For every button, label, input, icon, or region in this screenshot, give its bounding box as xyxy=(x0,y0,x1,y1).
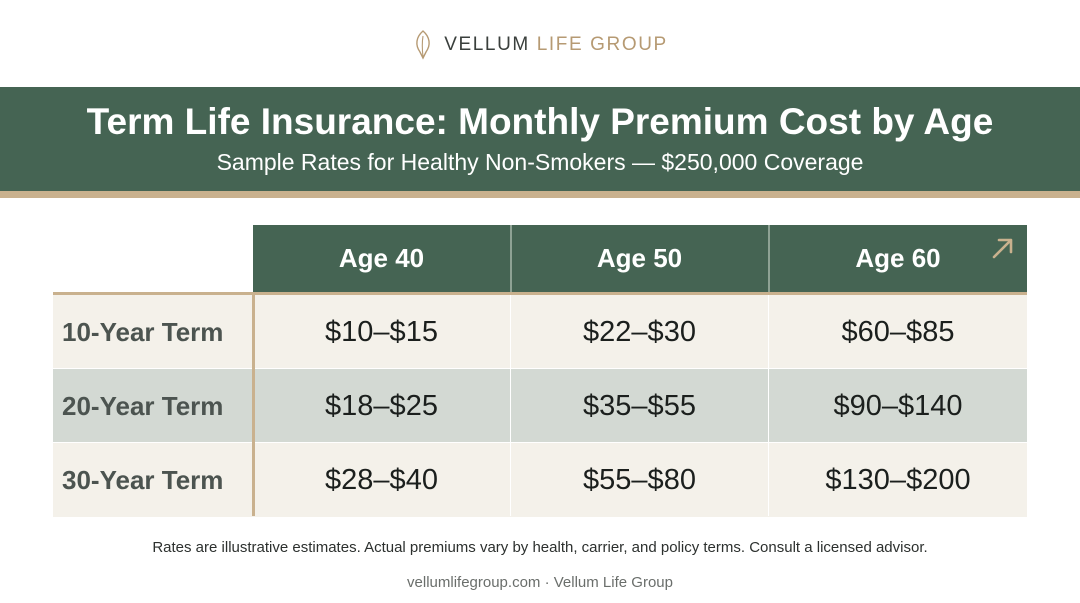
column-header-divider xyxy=(768,225,770,292)
arrow-up-right-icon xyxy=(992,238,1013,259)
leaf-icon xyxy=(416,30,430,60)
brand-name-secondary: LIFE GROUP xyxy=(536,33,668,55)
header-accent-rule xyxy=(53,292,1027,295)
title-band xyxy=(0,87,1080,191)
rate-cell: $130–$200 xyxy=(825,463,971,496)
title-band-accent-rule xyxy=(0,191,1080,198)
rate-cell: $35–$55 xyxy=(583,389,696,422)
table-row-20-year: 20-Year Term $18–$25 $35–$55 $90–$140 xyxy=(53,369,1027,443)
brand-header: VELLUM LIFE GROUP xyxy=(0,28,1080,60)
page-title: Term Life Insurance: Monthly Premium Cos… xyxy=(86,101,994,142)
rate-cell: $60–$85 xyxy=(841,315,955,348)
brand-name: VELLUM LIFE GROUP xyxy=(444,35,668,54)
row-label-10-year: 10-Year Term xyxy=(62,316,224,347)
cell-divider xyxy=(510,295,511,516)
footer-credit: vellumlifegroup.com · Vellum Life Group xyxy=(407,574,673,591)
row-label-30-year: 30-Year Term xyxy=(62,464,224,495)
row-label-accent-rule xyxy=(252,292,255,516)
column-header-age-50: Age 50 xyxy=(511,225,768,292)
rate-cell: $10–$15 xyxy=(325,315,438,348)
row-label-20-year: 20-Year Term xyxy=(62,390,224,421)
brand-name-primary: VELLUM xyxy=(444,33,530,55)
rate-cell: $22–$30 xyxy=(583,315,696,348)
column-header-age-60: Age 60 xyxy=(769,225,1027,292)
table-row-10-year: 10-Year Term $10–$15 $22–$30 $60–$85 xyxy=(53,295,1027,369)
row-divider xyxy=(53,442,1027,443)
table-row-30-year: 30-Year Term $28–$40 $55–$80 $130–$200 xyxy=(53,443,1027,517)
row-divider xyxy=(53,368,1027,369)
rate-cell: $90–$140 xyxy=(833,389,963,422)
rate-cell: $55–$80 xyxy=(583,463,696,496)
disclaimer-text: Rates are illustrative estimates. Actual… xyxy=(152,539,928,556)
page-subtitle: Sample Rates for Healthy Non-Smokers — $… xyxy=(216,149,864,175)
rate-cell: $18–$25 xyxy=(325,389,438,422)
column-header-divider xyxy=(510,225,512,292)
rate-cell: $28–$40 xyxy=(325,463,438,496)
cell-divider xyxy=(768,295,769,516)
column-header-age-40: Age 40 xyxy=(253,225,510,292)
